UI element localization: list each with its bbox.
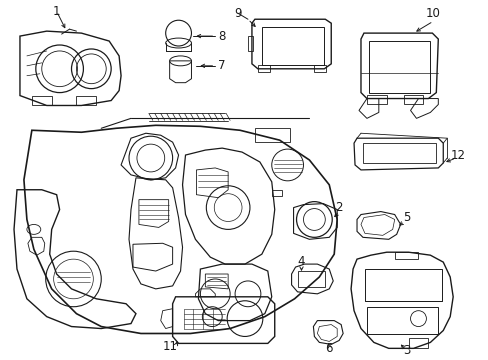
Bar [297, 271, 325, 287]
Bar [368, 41, 429, 93]
Bar [271, 190, 281, 196]
Text: 9: 9 [234, 7, 241, 20]
Text: 11: 11 [163, 340, 178, 353]
Bar [364, 269, 441, 301]
Bar [366, 307, 437, 334]
Text: 6: 6 [325, 342, 332, 355]
Text: 3: 3 [402, 344, 409, 357]
Text: 7: 7 [218, 59, 225, 72]
Text: 8: 8 [218, 30, 225, 42]
Bar [257, 65, 269, 72]
Text: 2: 2 [335, 201, 342, 214]
Bar [261, 27, 324, 65]
Text: 5: 5 [402, 211, 409, 224]
Text: 10: 10 [425, 7, 440, 20]
Text: 1: 1 [53, 5, 60, 18]
Text: 12: 12 [450, 149, 465, 162]
Text: 4: 4 [297, 255, 305, 267]
Bar [366, 95, 386, 104]
Bar [362, 143, 435, 163]
Bar [247, 36, 252, 51]
Bar [403, 95, 423, 104]
Bar [314, 65, 325, 72]
Bar [254, 128, 289, 142]
